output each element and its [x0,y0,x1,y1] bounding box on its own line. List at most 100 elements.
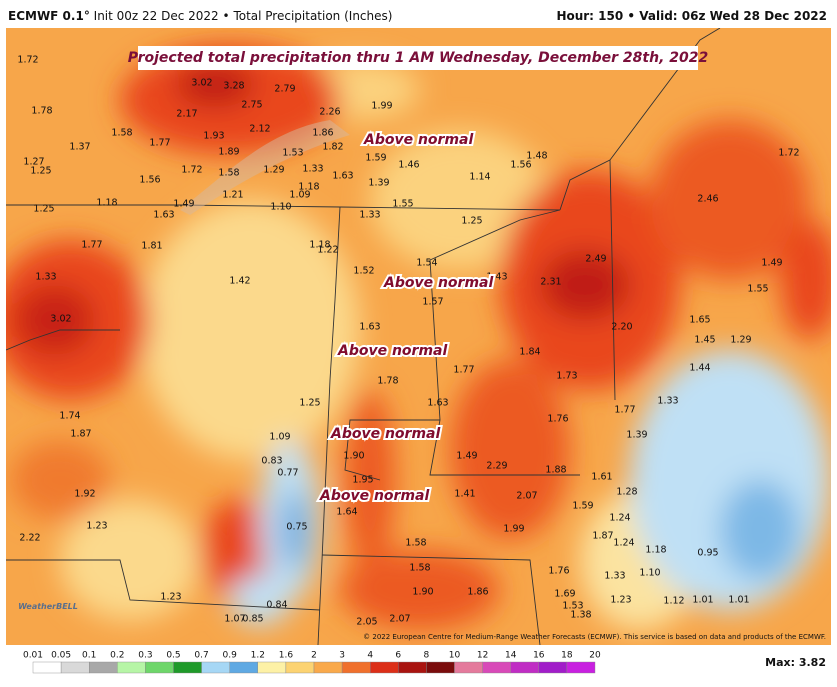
station-value: 1.29 [263,165,284,176]
station-value: 1.89 [218,147,239,158]
station-value: 1.10 [270,202,291,213]
station-value: 0.84 [266,600,287,611]
station-value: 1.87 [70,429,91,440]
station-value: 2.12 [249,124,270,135]
annotation: Above normal [319,488,429,504]
station-value: 1.22 [317,245,338,256]
station-value: 1.72 [778,148,799,159]
station-value: 1.58 [405,538,426,549]
station-value: 1.33 [359,210,380,221]
station-value: 1.86 [467,587,488,598]
station-value: 1.39 [368,178,389,189]
station-value: 0.77 [277,468,298,479]
station-value: 2.29 [486,461,507,472]
colorbar-label: 0.9 [223,651,238,661]
station-value: 1.76 [547,414,568,425]
station-value: 1.41 [454,489,475,500]
station-value: 1.55 [747,284,768,295]
colorbar-swatch [370,661,399,674]
station-value: 1.63 [332,171,353,182]
colorbar-label: 2 [311,651,317,661]
annotation: Above normal [337,343,447,359]
colorbar-label: 1.6 [279,651,294,661]
colorbar-label: 14 [505,651,517,661]
colorbar-swatch [538,661,568,674]
station-value: 1.63 [153,210,174,221]
station-value: 1.74 [59,411,80,422]
station-value: 1.18 [96,198,117,209]
station-value: 1.72 [17,55,38,66]
colorbar-label: 18 [561,651,573,661]
colorbar-swatch [145,661,174,674]
station-value: 1.99 [503,524,524,535]
station-value: 3.02 [50,314,71,325]
station-value: 1.46 [398,160,419,171]
precip-field [6,28,831,645]
colorbar-swatch [313,661,343,674]
colorbar-label: 3 [339,651,345,661]
station-value: 1.77 [453,365,474,376]
station-value: 2.22 [19,533,40,544]
colorbar-swatch [454,661,483,674]
station-value: 1.33 [302,164,323,175]
station-value: 0.75 [286,522,307,533]
annotation: Above normal [330,426,440,442]
station-value: 1.44 [689,363,710,374]
station-value: 2.49 [585,254,606,265]
station-value: 2.46 [697,194,718,205]
station-value: 1.09 [269,432,290,443]
station-value: 1.87 [592,531,613,542]
station-value: 1.86 [312,128,333,139]
map-title: Projected total precipitation thru 1 AM … [128,50,708,66]
station-value: 1.72 [181,165,202,176]
station-value: 1.64 [336,507,357,518]
station-value: 2.07 [516,491,537,502]
station-value: 1.49 [761,258,782,269]
station-value: 2.26 [319,107,340,118]
station-value: 1.25 [299,398,320,409]
station-value: 1.59 [572,501,593,512]
station-value: 1.90 [343,451,364,462]
station-value: 1.77 [614,405,635,416]
station-value: 2.07 [389,614,410,625]
station-value: 1.42 [229,276,250,287]
colorbar-swatch [510,661,540,674]
station-value: 1.63 [359,322,380,333]
station-value: 1.23 [610,595,631,606]
station-value: 1.37 [69,142,90,153]
station-value: 2.17 [176,109,197,120]
colorbar-swatch [257,661,287,674]
colorbar-swatch [341,661,371,674]
colorbar-label: 0.1 [82,651,96,661]
station-value: 1.53 [282,148,303,159]
colorbar-swatch [117,661,146,674]
station-value: 1.56 [510,160,531,171]
station-value: 1.52 [353,266,374,277]
colorbar-label: 10 [449,651,461,661]
station-value: 1.43 [486,272,507,283]
colorbar-label: 6 [395,651,401,661]
station-value: 1.58 [409,563,430,574]
station-value: 1.25 [461,216,482,227]
station-value: 1.65 [689,315,710,326]
station-value: 2.79 [274,84,295,95]
product: Total Precipitation (Inches) [233,9,393,23]
colorbar-label: 0.2 [110,651,124,661]
bullet: • [222,9,230,23]
colorbar-label: 12 [477,651,488,661]
station-value: 1.25 [33,204,54,215]
station-value: 1.12 [663,596,684,607]
station-value: 1.48 [526,151,547,162]
station-value: 1.14 [469,172,490,183]
station-value: 1.73 [556,371,577,382]
station-value: 1.49 [456,451,477,462]
station-value: 1.88 [545,465,566,476]
station-value: 1.92 [74,489,95,500]
station-value: 1.77 [81,240,102,251]
station-value: 1.38 [570,610,591,621]
station-value: 1.57 [422,297,443,308]
colorbar-swatch [285,661,315,674]
station-value: 1.76 [548,566,569,577]
station-value: 1.10 [639,568,660,579]
